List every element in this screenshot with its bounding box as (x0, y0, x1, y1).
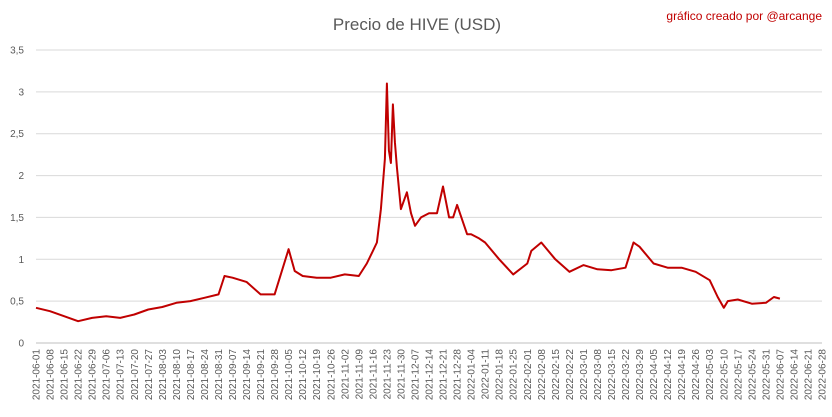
x-tick-label: 2022-03-15 (607, 349, 618, 401)
y-tick-label: 3 (18, 87, 24, 98)
x-tick-label: 2022-03-08 (593, 349, 604, 401)
x-tick-label: 2021-12-07 (410, 349, 421, 401)
x-tick-label: 2021-07-27 (144, 349, 155, 401)
series-group (35, 82, 781, 323)
y-tick-label: 2 (18, 171, 24, 182)
y-tick-label: 0 (18, 339, 24, 350)
gridlines (36, 49, 822, 302)
x-tick-label: 2022-06-21 (803, 349, 814, 401)
x-tick-label: 2022-06-07 (775, 349, 786, 401)
x-tick-label: 2021-11-23 (382, 349, 393, 400)
x-tick-label: 2021-08-10 (172, 349, 183, 401)
x-tick-label: 2022-01-18 (495, 349, 506, 401)
x-tick-label: 2022-06-28 (818, 349, 829, 401)
x-tick-label: 2021-11-30 (396, 349, 407, 400)
x-tick-label: 2022-02-01 (523, 349, 534, 401)
x-tick-label: 2021-09-21 (256, 349, 267, 401)
x-tick-label: 2022-02-08 (537, 349, 548, 401)
y-tick-label: 3,5 (10, 46, 24, 57)
x-tick-label: 2022-05-24 (747, 349, 758, 401)
x-tick-label: 2021-11-09 (354, 349, 365, 400)
x-tick-label: 2022-05-17 (733, 349, 744, 401)
x-tick-label: 2021-10-05 (284, 349, 295, 401)
y-tick-label: 0,5 (10, 297, 24, 308)
x-tick-label: 2021-12-21 (439, 349, 450, 401)
chart-credit: gráfico creado por @arcange (666, 9, 822, 23)
x-tick-label: 2021-10-19 (312, 349, 323, 401)
x-tick-label: 2021-07-13 (116, 349, 127, 401)
x-tick-label: 2021-08-31 (214, 349, 225, 401)
x-tick-label: 2021-08-17 (186, 349, 197, 401)
x-tick-label: 2022-01-04 (467, 349, 478, 401)
x-tick-label: 2021-08-03 (158, 349, 169, 401)
x-tick-label: 2022-03-29 (635, 349, 646, 401)
x-tick-label: 2021-12-28 (453, 349, 464, 401)
x-tick-label: 2022-05-31 (761, 349, 772, 401)
y-tick-label: 2,5 (10, 129, 24, 140)
x-tick-label: 2021-09-14 (242, 349, 253, 401)
x-tick-label: 2021-06-29 (88, 349, 99, 401)
y-tick-label: 1,5 (10, 213, 24, 224)
x-tick-label: 2021-06-08 (46, 349, 57, 401)
x-tick-label: 2021-06-15 (60, 349, 71, 401)
x-tick-label: 2021-12-14 (425, 349, 436, 401)
x-tick-label: 2021-11-16 (368, 349, 379, 400)
x-tick-label: 2022-02-15 (551, 349, 562, 401)
x-tick-label: 2022-02-22 (565, 349, 576, 401)
y-tick-label: 1 (18, 255, 24, 266)
x-tick-label: 2021-06-01 (32, 349, 43, 401)
x-tick-label: 2022-04-05 (649, 349, 660, 401)
x-tick-label: 2021-07-20 (130, 349, 141, 401)
x-tick-label: 2022-05-03 (705, 349, 716, 401)
x-tick-label: 2022-03-01 (579, 349, 590, 401)
x-axis-ticks: 2021-06-01 2021-06-08 2021-06-15 2021-06-22… (32, 349, 829, 401)
series-line (35, 82, 781, 323)
x-tick-label: 2022-04-26 (691, 349, 702, 401)
x-tick-label: 2022-01-11 (481, 349, 492, 400)
x-tick-label: 2021-10-12 (298, 349, 309, 401)
x-tick-label: 2021-10-26 (326, 349, 337, 401)
x-tick-label: 2021-11-02 (340, 349, 351, 400)
x-tick-label: 2022-05-10 (719, 349, 730, 401)
x-tick-label: 2021-09-07 (228, 349, 239, 401)
x-tick-label: 2022-01-25 (509, 349, 520, 401)
x-tick-label: 2022-04-19 (677, 349, 688, 401)
x-tick-label: 2021-08-24 (200, 349, 211, 401)
x-tick-label: 2021-09-28 (270, 349, 281, 401)
x-tick-label: 2021-07-06 (102, 349, 113, 401)
x-tick-label: 2021-06-22 (74, 349, 85, 401)
x-tick-label: 2022-06-14 (789, 349, 800, 401)
x-tick-label: 2022-04-12 (663, 349, 674, 401)
y-axis-ticks: 0 0,5 1 1,5 2 2,5 3 3,5 (10, 46, 24, 350)
chart-title: Precio de HIVE (USD) (333, 15, 501, 34)
x-tick-label: 2022-03-22 (621, 349, 632, 401)
